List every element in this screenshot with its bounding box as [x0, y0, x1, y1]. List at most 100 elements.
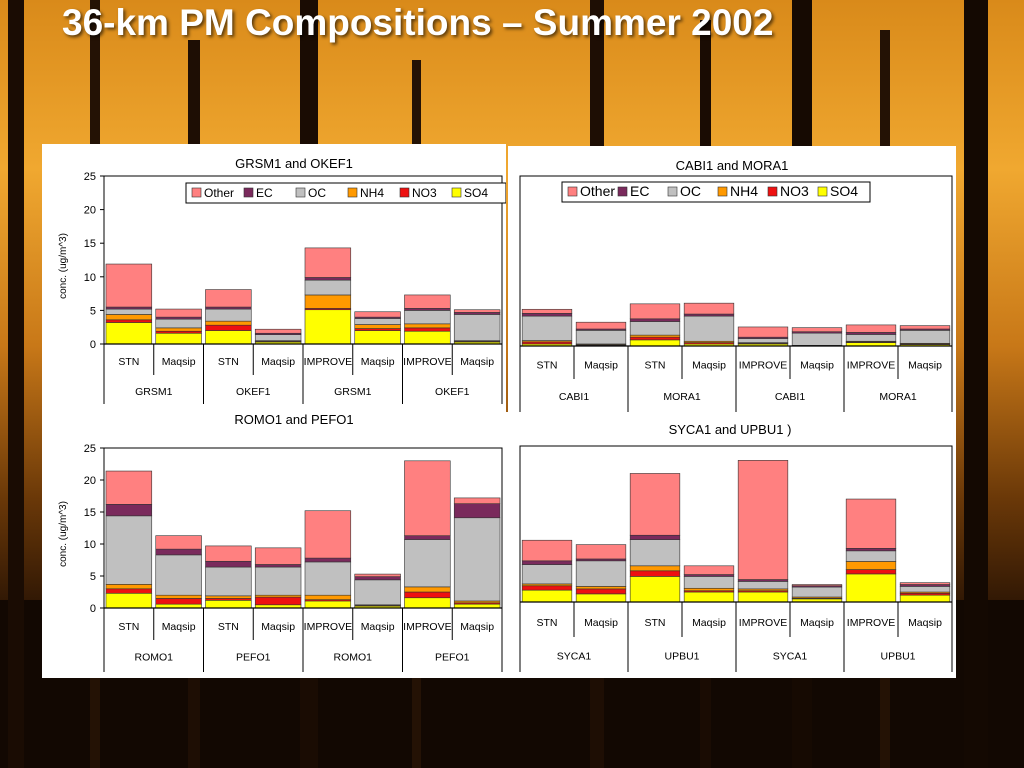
chart-svg: GRSM1 and OKEF1 0 5 10 15 20 25 conc. (ug/m^3) S… [58, 156, 506, 406]
x-category-label: Maqsip [584, 359, 618, 371]
bar-segment-so4 [205, 330, 252, 345]
bar-segment-oc [575, 560, 627, 587]
legend-swatch-other [191, 187, 202, 198]
site-group-label: SYCA1 [773, 650, 808, 662]
chart-title: SYCA1 and UPBU1 ) [669, 422, 792, 437]
chart-title: GRSM1 and OKEF1 [235, 156, 353, 171]
x-category-label: Maqsip [800, 359, 834, 371]
bar-segment-so4 [354, 330, 401, 345]
bar-segment-other [205, 545, 252, 562]
bar-segment-ec [205, 560, 252, 568]
bar-segment-no3 [575, 588, 627, 595]
x-category-label: IMPROVE [403, 621, 451, 633]
chart-panel-grsm1-okef1: GRSM1 and OKEF1 0 5 10 15 20 25 conc. (ug/m^3) S… [42, 144, 506, 406]
legend-frame [561, 181, 871, 203]
bar-segment-other [575, 544, 627, 560]
x-category-label: Maqsip [908, 617, 942, 629]
legend-swatch-ec [243, 187, 254, 198]
bar-segment-other [205, 289, 252, 308]
bar-segment-so4 [899, 594, 951, 603]
bar-segment-other [737, 326, 789, 338]
site-group-label: MORA1 [663, 391, 701, 403]
y-tick-label: 15 [84, 507, 96, 519]
y-tick-label: 0 [90, 603, 96, 615]
bar-segment-other [105, 263, 153, 308]
bar-segment-other [629, 303, 681, 320]
bar-segment-other [254, 328, 302, 334]
legend-swatch-so4 [451, 187, 462, 198]
bar-segment-other [453, 497, 501, 504]
site-group-label: GRSM1 [135, 386, 173, 398]
bar-segment-nh4 [404, 586, 451, 593]
x-category-label: Maqsip [460, 621, 494, 633]
chart-panel-romo1-pefo1: ROMO1 and PEFO1 0 5 10 15 20 25 conc. (ug/m^3) S… [42, 404, 506, 678]
legend-label: EC [256, 186, 273, 200]
legend-swatch-so4 [817, 186, 828, 197]
site-group-label: SYCA1 [557, 650, 592, 662]
bar-segment-other [737, 460, 789, 580]
bar-segment-other [629, 473, 681, 536]
bar-segment-nh4 [683, 587, 735, 592]
bar-segment-ec [629, 318, 681, 322]
bar-segment-other [683, 565, 735, 575]
x-category-label: STN [645, 359, 666, 371]
bar-segment-no3 [521, 341, 573, 345]
bar-segment-other [683, 302, 735, 315]
x-category-label: Maqsip [261, 621, 295, 633]
legend-label: Other [204, 186, 234, 200]
bar-segment-oc [205, 308, 252, 322]
bar-segment-oc [629, 321, 681, 336]
x-category-label: IMPROVE [847, 359, 895, 371]
bar-segment-other [845, 498, 897, 549]
y-tick-label: 5 [90, 305, 96, 317]
bar-segment-other [105, 470, 153, 505]
site-group-label: CABI1 [775, 391, 806, 403]
bar-segment-oc [304, 561, 352, 596]
site-group-label: GRSM1 [334, 386, 372, 398]
bar-segment-oc [453, 517, 501, 602]
x-category-label: Maqsip [361, 356, 395, 368]
legend-label: NH4 [730, 183, 758, 199]
slide-title: 36-km PM Compositions – Summer 2002 [62, 2, 774, 43]
bar-segment-so4 [105, 592, 153, 609]
bar-segment-nh4 [629, 334, 681, 338]
site-group-label: OKEF1 [236, 386, 271, 398]
bar-segment-oc [254, 566, 302, 596]
bar-segment-so4 [404, 597, 451, 609]
bar-segment-oc [354, 579, 401, 606]
legend-swatch-ec [617, 186, 628, 197]
bar-segment-no3 [105, 319, 153, 323]
x-category-label: Maqsip [162, 356, 196, 368]
bar-segment-oc [404, 539, 451, 588]
bar-segment-other [453, 309, 501, 313]
y-tick-label: 20 [84, 205, 96, 217]
bar-segment-oc [404, 310, 451, 325]
y-tick-label: 25 [84, 443, 96, 455]
bar-segment-nh4 [575, 586, 627, 590]
bar-segment-nh4 [304, 594, 352, 600]
y-tick-label: 0 [90, 339, 96, 351]
bar-segment-nh4 [404, 323, 451, 329]
y-tick-label: 20 [84, 475, 96, 487]
bar-segment-ec [521, 313, 573, 317]
bar-segment-no3 [155, 598, 202, 605]
bar-segment-no3 [105, 588, 153, 594]
bar-segment-nh4 [354, 324, 401, 329]
legend-label: SO4 [464, 186, 488, 200]
bar-segment-other [155, 308, 202, 318]
bar-segment-so4 [575, 593, 627, 603]
bar-segment-nh4 [845, 561, 897, 570]
bar-segment-oc [105, 515, 153, 585]
chart-svg: SYCA1 and UPBU1 ) STN Maqsip STN Maqsip IMPRO… [519, 422, 953, 672]
bar-segment-oc [105, 308, 153, 315]
bar-segment-so4 [105, 322, 153, 345]
bar-segment-other [899, 582, 951, 585]
bar-segment-ec [304, 557, 352, 563]
bar-segment-no3 [629, 570, 681, 577]
bar-segment-nh4 [304, 294, 352, 309]
site-group-label: UPBU1 [664, 650, 699, 662]
bar-segment-oc [453, 314, 501, 341]
bar-segment-other [354, 311, 401, 318]
site-group-label: OKEF1 [435, 386, 470, 398]
bar-segment-oc [629, 539, 681, 567]
